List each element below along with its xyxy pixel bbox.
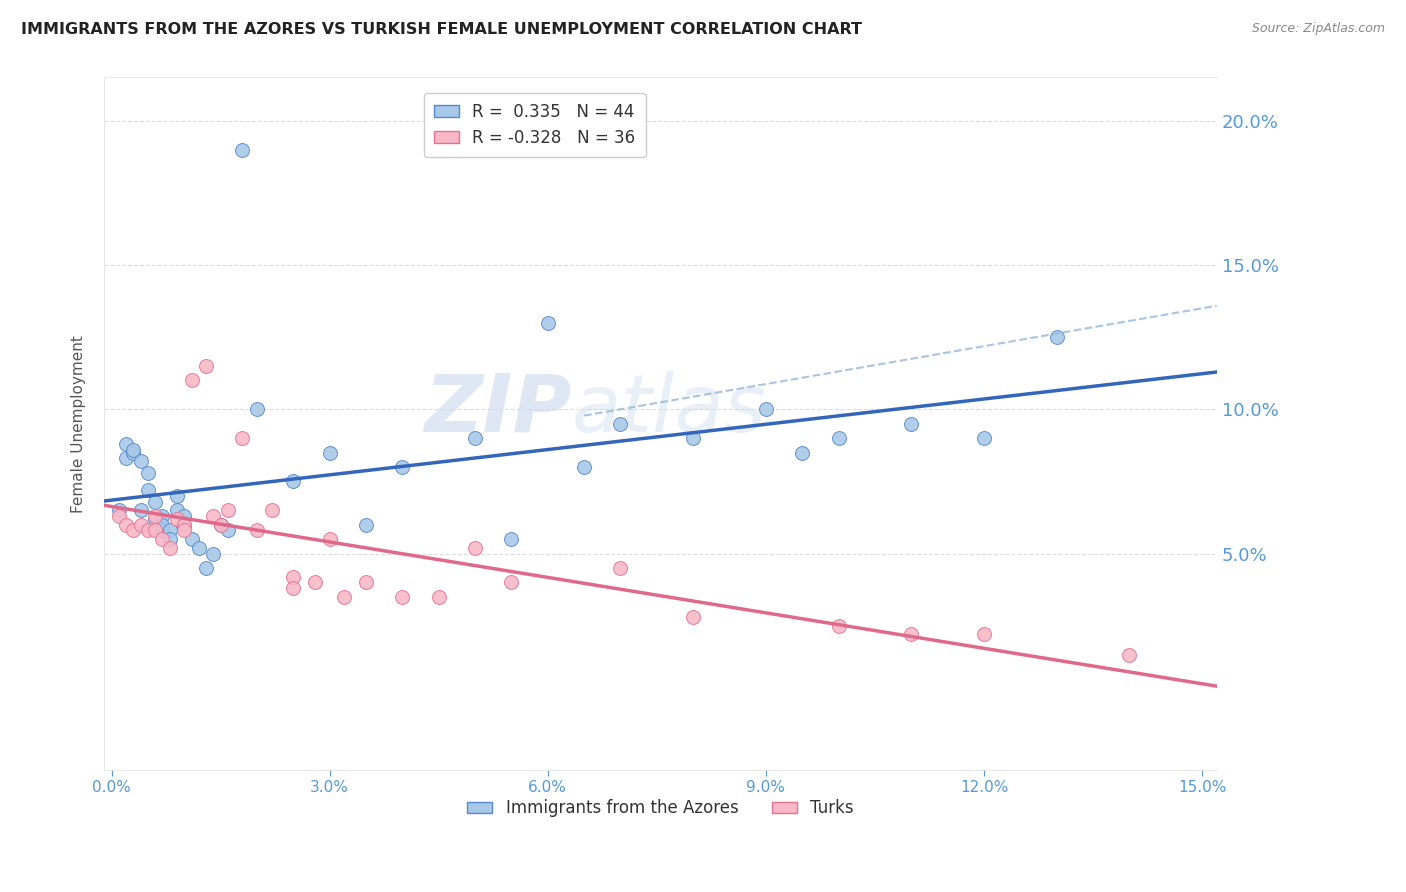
- Point: [143, 494, 166, 508]
- Point: [143, 524, 166, 538]
- Point: [1118, 648, 1140, 662]
- Point: [136, 524, 159, 538]
- Point: [231, 143, 253, 157]
- Point: [260, 503, 283, 517]
- Point: [202, 547, 225, 561]
- Point: [283, 581, 305, 595]
- Point: [129, 503, 152, 517]
- Point: [246, 524, 269, 538]
- Point: [318, 532, 340, 546]
- Point: [195, 561, 218, 575]
- Point: [122, 442, 145, 457]
- Point: [180, 373, 202, 387]
- Legend: Immigrants from the Azores, Turks: Immigrants from the Azores, Turks: [461, 793, 860, 824]
- Point: [1046, 330, 1069, 344]
- Point: [304, 575, 326, 590]
- Point: [501, 532, 523, 546]
- Point: [464, 541, 486, 555]
- Point: [122, 445, 145, 459]
- Point: [217, 524, 239, 538]
- Point: [391, 590, 413, 604]
- Point: [682, 610, 704, 624]
- Point: [209, 517, 232, 532]
- Point: [318, 445, 340, 459]
- Text: Source: ZipAtlas.com: Source: ZipAtlas.com: [1251, 22, 1385, 36]
- Point: [166, 489, 188, 503]
- Point: [354, 575, 377, 590]
- Point: [572, 460, 595, 475]
- Point: [173, 517, 195, 532]
- Point: [209, 517, 232, 532]
- Point: [827, 431, 849, 445]
- Point: [108, 503, 131, 517]
- Point: [464, 431, 486, 445]
- Text: ZIP: ZIP: [425, 371, 571, 449]
- Point: [609, 561, 631, 575]
- Point: [609, 417, 631, 431]
- Point: [283, 475, 305, 489]
- Point: [973, 431, 995, 445]
- Point: [792, 445, 814, 459]
- Point: [143, 509, 166, 524]
- Point: [115, 517, 138, 532]
- Point: [427, 590, 450, 604]
- Point: [136, 466, 159, 480]
- Point: [354, 517, 377, 532]
- Point: [180, 532, 202, 546]
- Point: [973, 627, 995, 641]
- Point: [108, 509, 131, 524]
- Text: IMMIGRANTS FROM THE AZORES VS TURKISH FEMALE UNEMPLOYMENT CORRELATION CHART: IMMIGRANTS FROM THE AZORES VS TURKISH FE…: [21, 22, 862, 37]
- Point: [159, 541, 181, 555]
- Point: [136, 483, 159, 497]
- Point: [166, 503, 188, 517]
- Point: [217, 503, 239, 517]
- Point: [246, 402, 269, 417]
- Point: [122, 524, 145, 538]
- Point: [900, 417, 922, 431]
- Point: [115, 451, 138, 466]
- Point: [173, 524, 195, 538]
- Point: [152, 524, 174, 538]
- Point: [195, 359, 218, 373]
- Point: [115, 437, 138, 451]
- Point: [166, 512, 188, 526]
- Point: [129, 454, 152, 468]
- Point: [159, 524, 181, 538]
- Point: [173, 509, 195, 524]
- Point: [187, 541, 209, 555]
- Point: [391, 460, 413, 475]
- Point: [129, 517, 152, 532]
- Point: [202, 509, 225, 524]
- Point: [152, 532, 174, 546]
- Point: [755, 402, 778, 417]
- Point: [537, 316, 560, 330]
- Point: [333, 590, 356, 604]
- Point: [231, 431, 253, 445]
- Point: [827, 618, 849, 632]
- Point: [173, 517, 195, 532]
- Text: atlas: atlas: [571, 371, 766, 449]
- Point: [283, 569, 305, 583]
- Point: [900, 627, 922, 641]
- Point: [152, 517, 174, 532]
- Point: [159, 532, 181, 546]
- Point: [682, 431, 704, 445]
- Point: [143, 512, 166, 526]
- Y-axis label: Female Unemployment: Female Unemployment: [72, 334, 86, 513]
- Point: [501, 575, 523, 590]
- Point: [152, 509, 174, 524]
